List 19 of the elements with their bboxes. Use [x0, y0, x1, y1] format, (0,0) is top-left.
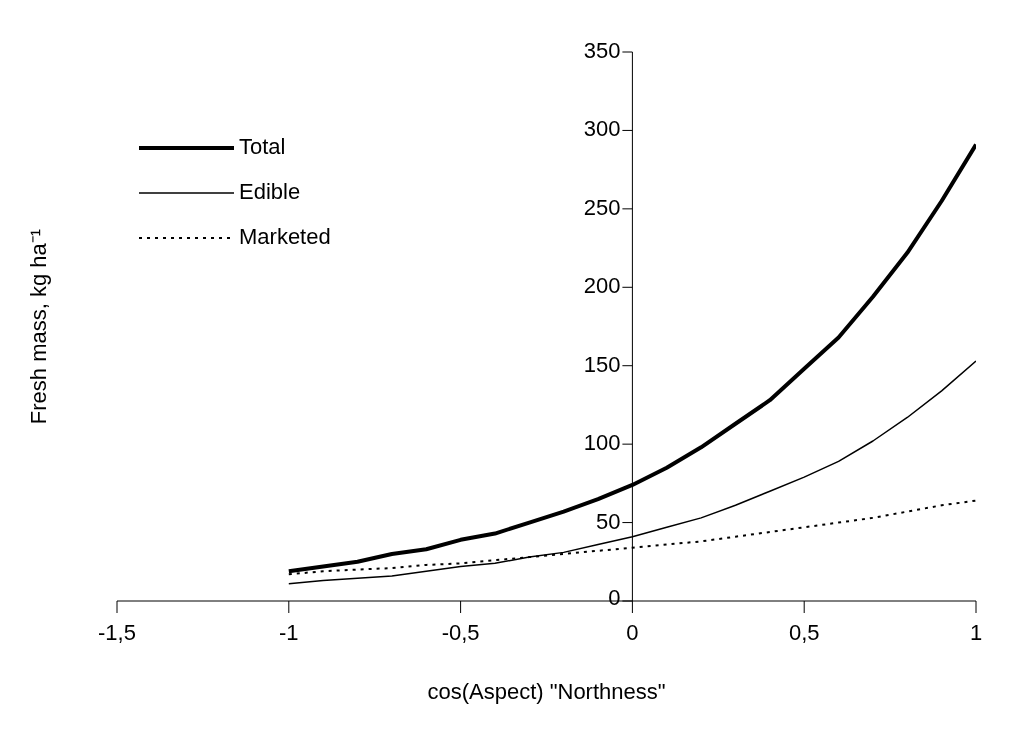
y-tick-label: 300	[583, 116, 621, 142]
x-tick-label: 1	[969, 620, 983, 646]
y-tick-label: 0	[608, 585, 621, 611]
y-tick-label: 250	[583, 194, 621, 220]
y-axis-title: Fresh mass, kg ha⁻¹	[26, 228, 52, 425]
legend-label: Total	[239, 134, 286, 160]
legend-label: Edible	[239, 179, 301, 205]
y-tick-label: 100	[583, 430, 621, 456]
x-tick-label: -0,5	[441, 620, 480, 646]
y-tick-label: 50	[595, 508, 621, 534]
y-tick-label: 150	[583, 351, 621, 377]
x-tick-label: 0,5	[788, 620, 820, 646]
x-tick-label: 0	[626, 620, 639, 646]
y-tick-label: 200	[583, 273, 621, 299]
x-tick-label: -1,5	[98, 620, 136, 646]
legend-label: Marketed	[239, 224, 331, 250]
y-tick-label: 350	[583, 38, 621, 64]
x-tick-label: -1	[279, 620, 299, 646]
x-axis-title: cos(Aspect) "Northness"	[427, 679, 666, 705]
